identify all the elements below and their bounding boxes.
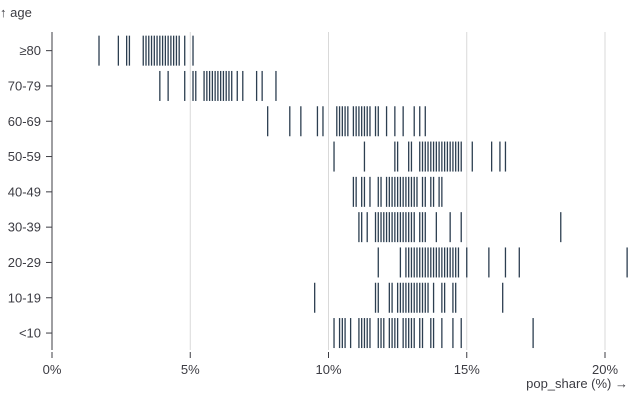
y-tick-label: 70-79	[8, 78, 41, 93]
y-tick-label: 50-59	[8, 149, 41, 164]
y-axis-title: ↑ age	[0, 5, 32, 20]
x-tick-label: 5%	[181, 362, 200, 377]
y-tick-label: 40-49	[8, 184, 41, 199]
vertical-grid-lines	[189, 32, 606, 350]
x-tick-label: 15%	[454, 362, 480, 377]
y-tick-label: 20-29	[8, 255, 41, 270]
y-tick-label: 60-69	[8, 114, 41, 129]
x-axis: 0% 5% 10% 15% 20%	[43, 352, 618, 377]
tick-marks	[98, 35, 628, 349]
x-axis-title: pop_share (%) →	[526, 376, 628, 391]
y-tick-label: ≥80	[19, 43, 41, 58]
x-tick-label: 0%	[43, 362, 62, 377]
x-tick-label: 10%	[315, 362, 341, 377]
y-axis: ≥80 70-79 60-69 50-59 40-49 30-39 20-29 10-19 <1…	[8, 32, 53, 350]
y-tick-label: 10-19	[8, 290, 41, 305]
y-tick-label: <10	[19, 326, 41, 341]
y-tick-label: 30-39	[8, 220, 41, 235]
x-tick-label: 20%	[592, 362, 618, 377]
